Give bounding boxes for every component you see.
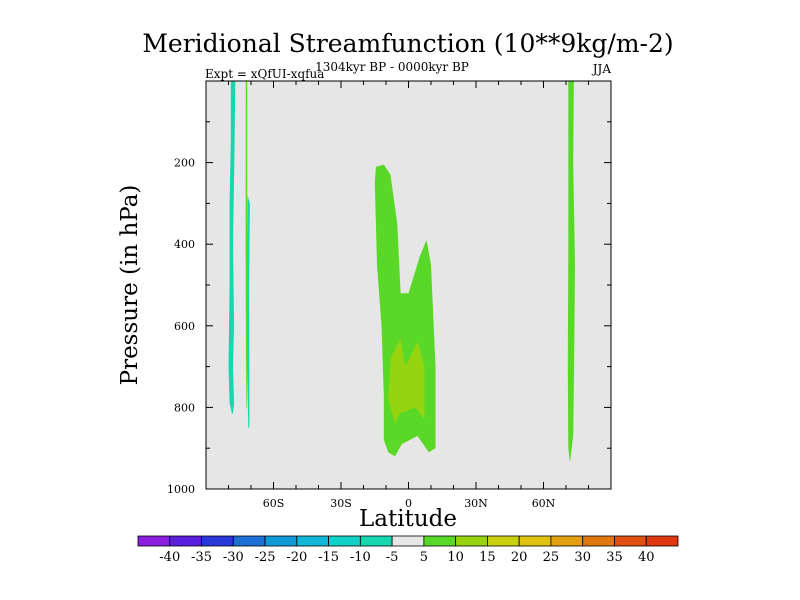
y-tick-label: 600	[174, 320, 195, 333]
colorbar-box	[487, 535, 520, 547]
colorbar-box	[169, 535, 202, 547]
colorbar-label: -10	[350, 550, 371, 565]
colorbar-box	[455, 535, 488, 547]
period-label: 1304kyr BP - 0000kyr BP	[315, 60, 469, 74]
colorbar-box	[518, 535, 552, 547]
colorbar-box	[328, 535, 361, 547]
x-tick-label: 60N	[532, 497, 556, 510]
colorbar-box	[264, 535, 298, 547]
colorbar-label: -15	[318, 550, 339, 565]
y-axis-label: Pressure (in hPa)	[117, 185, 143, 386]
contour-region-sh-cell-west	[228, 81, 236, 414]
colorbar-label: -30	[223, 550, 244, 565]
x-tick-label: 30N	[464, 497, 488, 510]
colorbar-box	[232, 535, 266, 547]
contour-regions	[228, 81, 575, 463]
colorbar-label: -25	[255, 550, 276, 565]
colorbar-box	[423, 535, 457, 547]
colorbar-box	[550, 535, 584, 547]
colorbar-label: 40	[638, 550, 655, 565]
colorbar-label: -40	[159, 550, 180, 565]
contour-region-tropical-core	[388, 338, 425, 424]
x-tick-label: 0	[405, 497, 412, 510]
experiment-label: Expt = xQfUI-xqfua	[205, 67, 324, 81]
axis-ticks: 60S 30S 0 30N 60N 200 400 600 800 1000	[167, 81, 611, 510]
colorbar-box	[391, 535, 425, 547]
colorbar-label: 20	[511, 550, 528, 565]
colorbar-label: 30	[574, 550, 591, 565]
y-tick-label: 400	[174, 238, 195, 251]
colorbar-label: -35	[191, 550, 212, 565]
colorbar-box	[614, 535, 647, 547]
colorbar-label: -20	[286, 550, 307, 565]
colorbar-box	[296, 535, 329, 547]
y-tick-label: 800	[174, 401, 195, 414]
x-tick-label: 30S	[330, 497, 352, 510]
colorbar-label: 5	[420, 550, 428, 565]
contour-region-sh-thin-green	[245, 81, 248, 408]
contour-region-sh-cell-east	[246, 195, 250, 428]
x-tick-label: 60S	[263, 497, 285, 510]
colorbar-label: 35	[606, 550, 623, 565]
colorbar-label: 10	[447, 550, 464, 565]
colorbar-label: -5	[386, 550, 399, 565]
colorbar-box	[582, 535, 615, 547]
colorbar-box	[201, 535, 234, 547]
x-axis-label: Latitude	[359, 506, 457, 532]
colorbar-box	[359, 535, 393, 547]
chart-title: Meridional Streamfunction (10**9kg/m-2)	[142, 29, 673, 58]
colorbar-box	[137, 535, 171, 547]
y-tick-label: 200	[174, 157, 195, 170]
colorbar: -40 -35 -30 -25 -20 -15 -10 -5 5 10 15 20 25 30 35 40	[137, 535, 679, 565]
season-label: JJA	[591, 62, 612, 76]
colorbar-label: 25	[543, 550, 560, 565]
contour-region-nh-cell	[567, 81, 575, 463]
y-tick-label: 1000	[167, 483, 195, 496]
colorbar-label: 15	[479, 550, 496, 565]
colorbar-box	[645, 535, 679, 547]
